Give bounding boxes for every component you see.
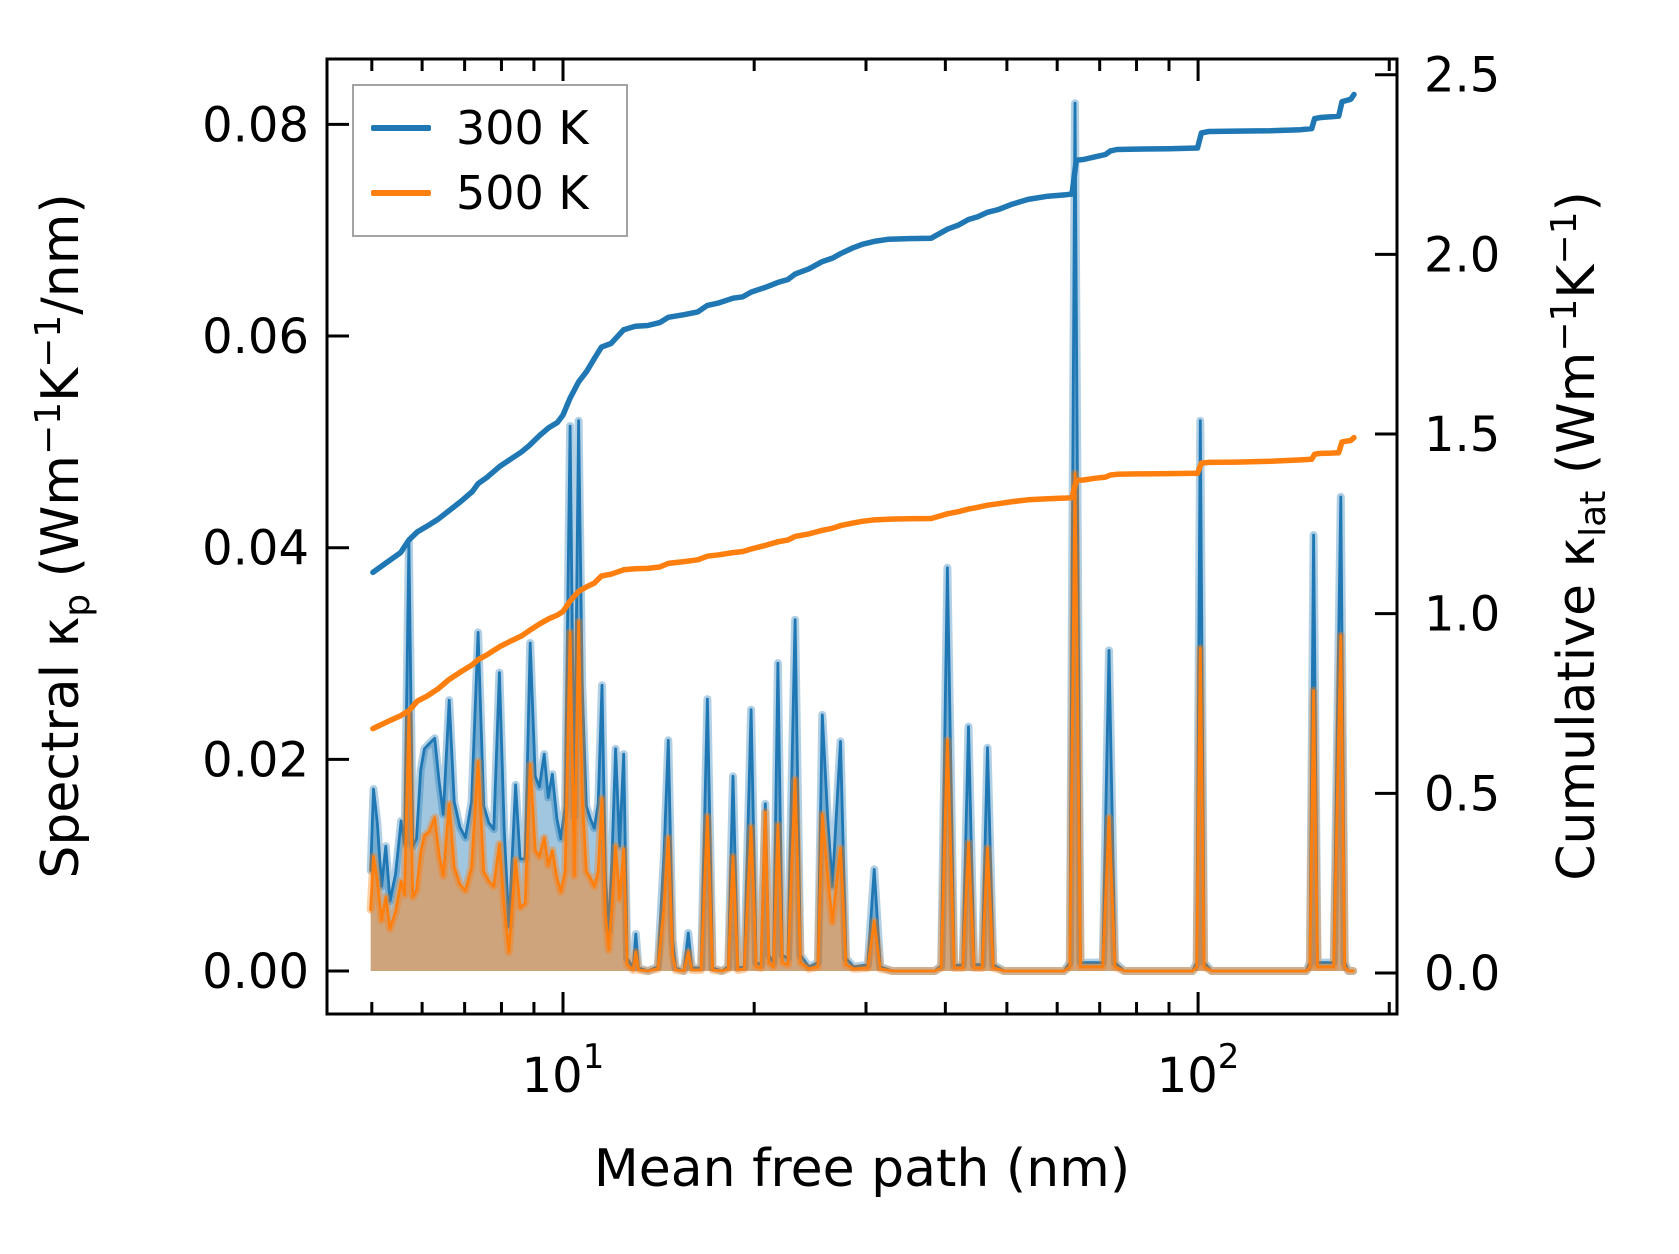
y-left-axis-label: Spectral κp (Wm−1K−1/nm) <box>28 193 98 878</box>
x-tick-label: 102 <box>1157 1037 1240 1104</box>
y-left-tick-label: 0.08 <box>202 97 309 153</box>
y-right-axis-label: Cumulative κlat (Wm−1K−1) <box>1544 191 1614 881</box>
legend-line-500k-icon <box>371 190 431 196</box>
x-tick-label: 101 <box>522 1037 605 1104</box>
axes-spines <box>325 57 1399 1016</box>
legend-entry-500k: 500 K <box>354 170 626 216</box>
y-left-tick-label: 0.04 <box>202 521 309 577</box>
legend-label-500k: 500 K <box>456 166 589 220</box>
y-right-tick-label: 0.0 <box>1424 946 1500 1002</box>
cumulative-500K-line <box>370 434 1357 732</box>
y-left-tick-label: 0.06 <box>202 309 309 365</box>
legend-line-300k-icon <box>371 125 431 131</box>
legend-label-300k: 300 K <box>456 101 589 155</box>
spectral-500K-fill <box>370 473 1354 972</box>
cumulative-300K-line <box>370 91 1357 576</box>
y-right-tick-label: 2.0 <box>1424 227 1500 283</box>
legend: 300 K 500 K <box>352 84 628 237</box>
x-axis-label: Mean free path (nm) <box>594 1139 1130 1199</box>
y-right-tick-label: 1.0 <box>1424 587 1500 643</box>
y-left-tick-label: 0.02 <box>202 732 309 788</box>
spectral-500K-line <box>369 472 1355 973</box>
y-right-tick-label: 2.5 <box>1424 48 1500 104</box>
y-right-tick-label: 1.5 <box>1424 407 1500 463</box>
y-right-tick-label: 0.5 <box>1424 766 1500 822</box>
y-left-tick-label: 0.00 <box>202 944 309 1000</box>
legend-entry-300k: 300 K <box>354 105 626 151</box>
